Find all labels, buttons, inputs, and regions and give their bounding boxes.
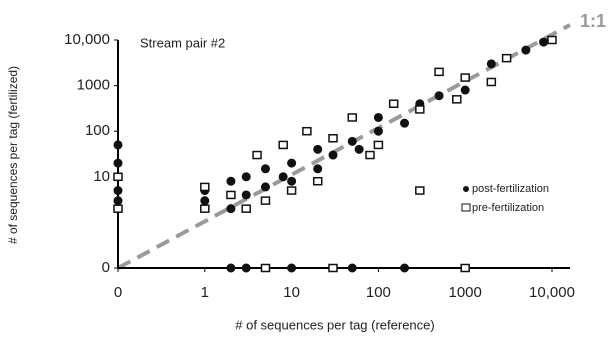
y-tick-label: 10,000 [64, 31, 110, 48]
point [278, 140, 288, 150]
x-tick-label: 100 [366, 284, 391, 301]
point [373, 140, 384, 150]
point [226, 176, 236, 186]
point [226, 263, 236, 273]
y-tick-label: 10 [93, 168, 110, 185]
point [260, 182, 270, 192]
point [241, 263, 251, 273]
point [486, 59, 496, 69]
point [113, 158, 123, 168]
point [521, 45, 531, 55]
point [501, 53, 512, 63]
point [313, 164, 323, 174]
point [312, 176, 323, 186]
point [328, 134, 338, 143]
point [460, 85, 470, 95]
point [328, 150, 338, 160]
point [287, 158, 297, 168]
point [460, 263, 470, 273]
x-axis-label: # of sequences per tag (reference) [235, 317, 434, 332]
point [226, 204, 236, 214]
point [415, 105, 425, 114]
y-tick-label: 1000 [77, 77, 110, 94]
point [226, 190, 236, 200]
x-tick-label: 1 [201, 284, 209, 301]
x-tick-label: 1000 [449, 284, 482, 301]
point [539, 37, 549, 47]
point [113, 140, 123, 150]
point [373, 112, 383, 122]
point [260, 196, 271, 205]
point [287, 176, 297, 186]
point [486, 77, 497, 87]
point [365, 150, 375, 160]
point [200, 182, 210, 192]
point [434, 91, 444, 101]
point [400, 118, 410, 128]
y-tick-label: 100 [85, 122, 110, 139]
point [260, 263, 271, 273]
point [400, 263, 410, 273]
x-tick-label: 0 [114, 284, 122, 301]
reference-label: 1:1 [580, 11, 606, 31]
point [286, 186, 297, 195]
point [241, 190, 251, 200]
point [460, 73, 470, 82]
point [313, 144, 323, 154]
point [434, 67, 444, 77]
point [452, 95, 462, 104]
point [113, 172, 123, 182]
point [415, 186, 425, 195]
point [388, 99, 399, 108]
point [113, 204, 123, 213]
point [347, 263, 357, 273]
point [328, 263, 338, 273]
point [200, 196, 210, 206]
x-tick-label: 10 [283, 284, 300, 301]
legend-label: post-fertilization [472, 183, 549, 195]
point [347, 113, 358, 122]
point [302, 126, 312, 136]
point [347, 136, 357, 146]
y-axis-label: # of sequences per tag (fertilized) [6, 66, 20, 244]
point [113, 186, 123, 196]
legend-marker [463, 186, 469, 192]
x-tick-label: 10,000 [529, 284, 575, 301]
point [287, 263, 297, 273]
annotation: Stream pair #2 [140, 35, 225, 50]
legend-marker [461, 203, 471, 212]
point [200, 204, 210, 213]
y-tick-label: 0 [102, 259, 110, 276]
point [241, 204, 251, 213]
point [113, 196, 123, 206]
point [241, 172, 251, 182]
point [278, 172, 288, 182]
point [252, 150, 262, 160]
point [547, 35, 557, 45]
legend-label: pre-fertilization [472, 202, 544, 214]
point [260, 164, 270, 174]
point [354, 144, 364, 154]
point [373, 126, 383, 136]
